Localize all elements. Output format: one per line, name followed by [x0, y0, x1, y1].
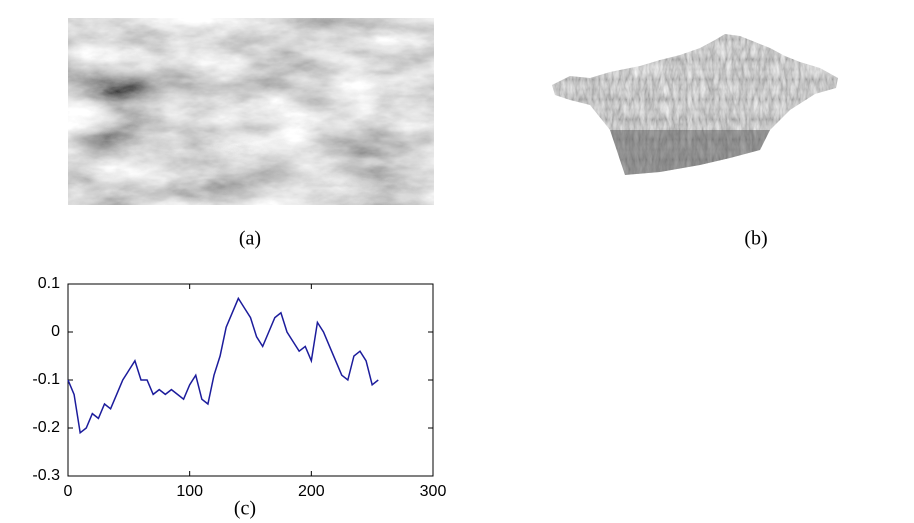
y-tick-label: 0 [51, 323, 60, 340]
y-tick-label: 0.1 [38, 275, 60, 292]
y-tick-label: -0.2 [32, 419, 60, 436]
data-line [67, 296, 379, 435]
caption: (a) [239, 228, 261, 250]
surface-3d [552, 34, 838, 175]
surface-image [68, 18, 434, 205]
x-tick-label: 0 [64, 483, 73, 500]
caption: (c) [234, 498, 256, 520]
y-tick-label: -0.1 [32, 371, 60, 388]
x-tick-label: 300 [420, 483, 447, 500]
x-tick-label: 100 [176, 483, 203, 500]
x-tick-label: 200 [298, 483, 325, 500]
y-tick-label: -0.3 [32, 467, 60, 484]
caption: (b) [744, 228, 767, 250]
